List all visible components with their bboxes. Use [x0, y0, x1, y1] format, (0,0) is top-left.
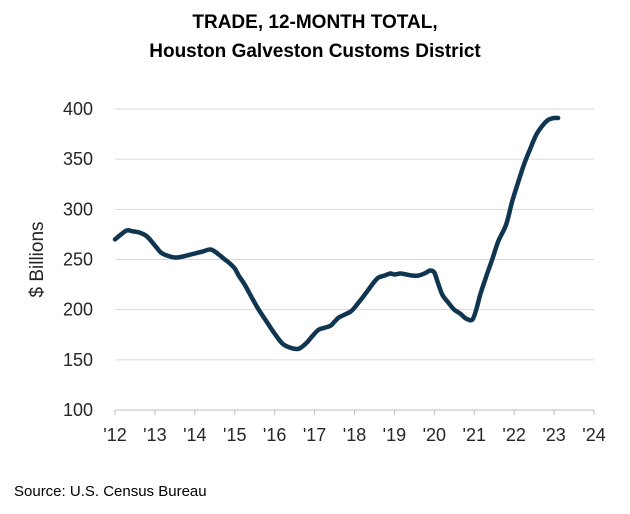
x-tick-label-2024: '24 — [582, 425, 605, 445]
x-tick-label-2014: '14 — [183, 425, 206, 445]
y-tick-label-350: 350 — [63, 149, 93, 169]
x-tick-label-2022: '22 — [502, 425, 525, 445]
y-tick-label-250: 250 — [63, 250, 93, 270]
x-tick-label-2016: '16 — [263, 425, 286, 445]
series-line-0 — [112, 115, 561, 352]
x-tick-label-2023: '23 — [542, 425, 565, 445]
x-tick-label-2017: '17 — [303, 425, 326, 445]
y-axis-title: $ Billions — [27, 221, 48, 297]
x-tick-label-2020: '20 — [423, 425, 446, 445]
x-tick-label-2019: '19 — [383, 425, 406, 445]
x-tick-label-2015: '15 — [223, 425, 246, 445]
x-tick-label-2013: '13 — [143, 425, 166, 445]
y-tick-label-150: 150 — [63, 350, 93, 370]
x-tick-label-2012: '12 — [103, 425, 126, 445]
x-tick-label-2018: '18 — [343, 425, 366, 445]
source-note: Source: U.S. Census Bureau — [14, 483, 207, 500]
y-tick-label-200: 200 — [63, 300, 93, 320]
y-tick-label-400: 400 — [63, 99, 93, 119]
y-tick-label-100: 100 — [63, 400, 93, 420]
y-tick-label-300: 300 — [63, 199, 93, 219]
chart-title-line-2: Houston Galveston Customs District — [149, 41, 481, 62]
x-tick-label-2021: '21 — [463, 425, 486, 445]
chart-title-line-1: TRADE, 12-MONTH TOTAL, — [192, 12, 438, 33]
